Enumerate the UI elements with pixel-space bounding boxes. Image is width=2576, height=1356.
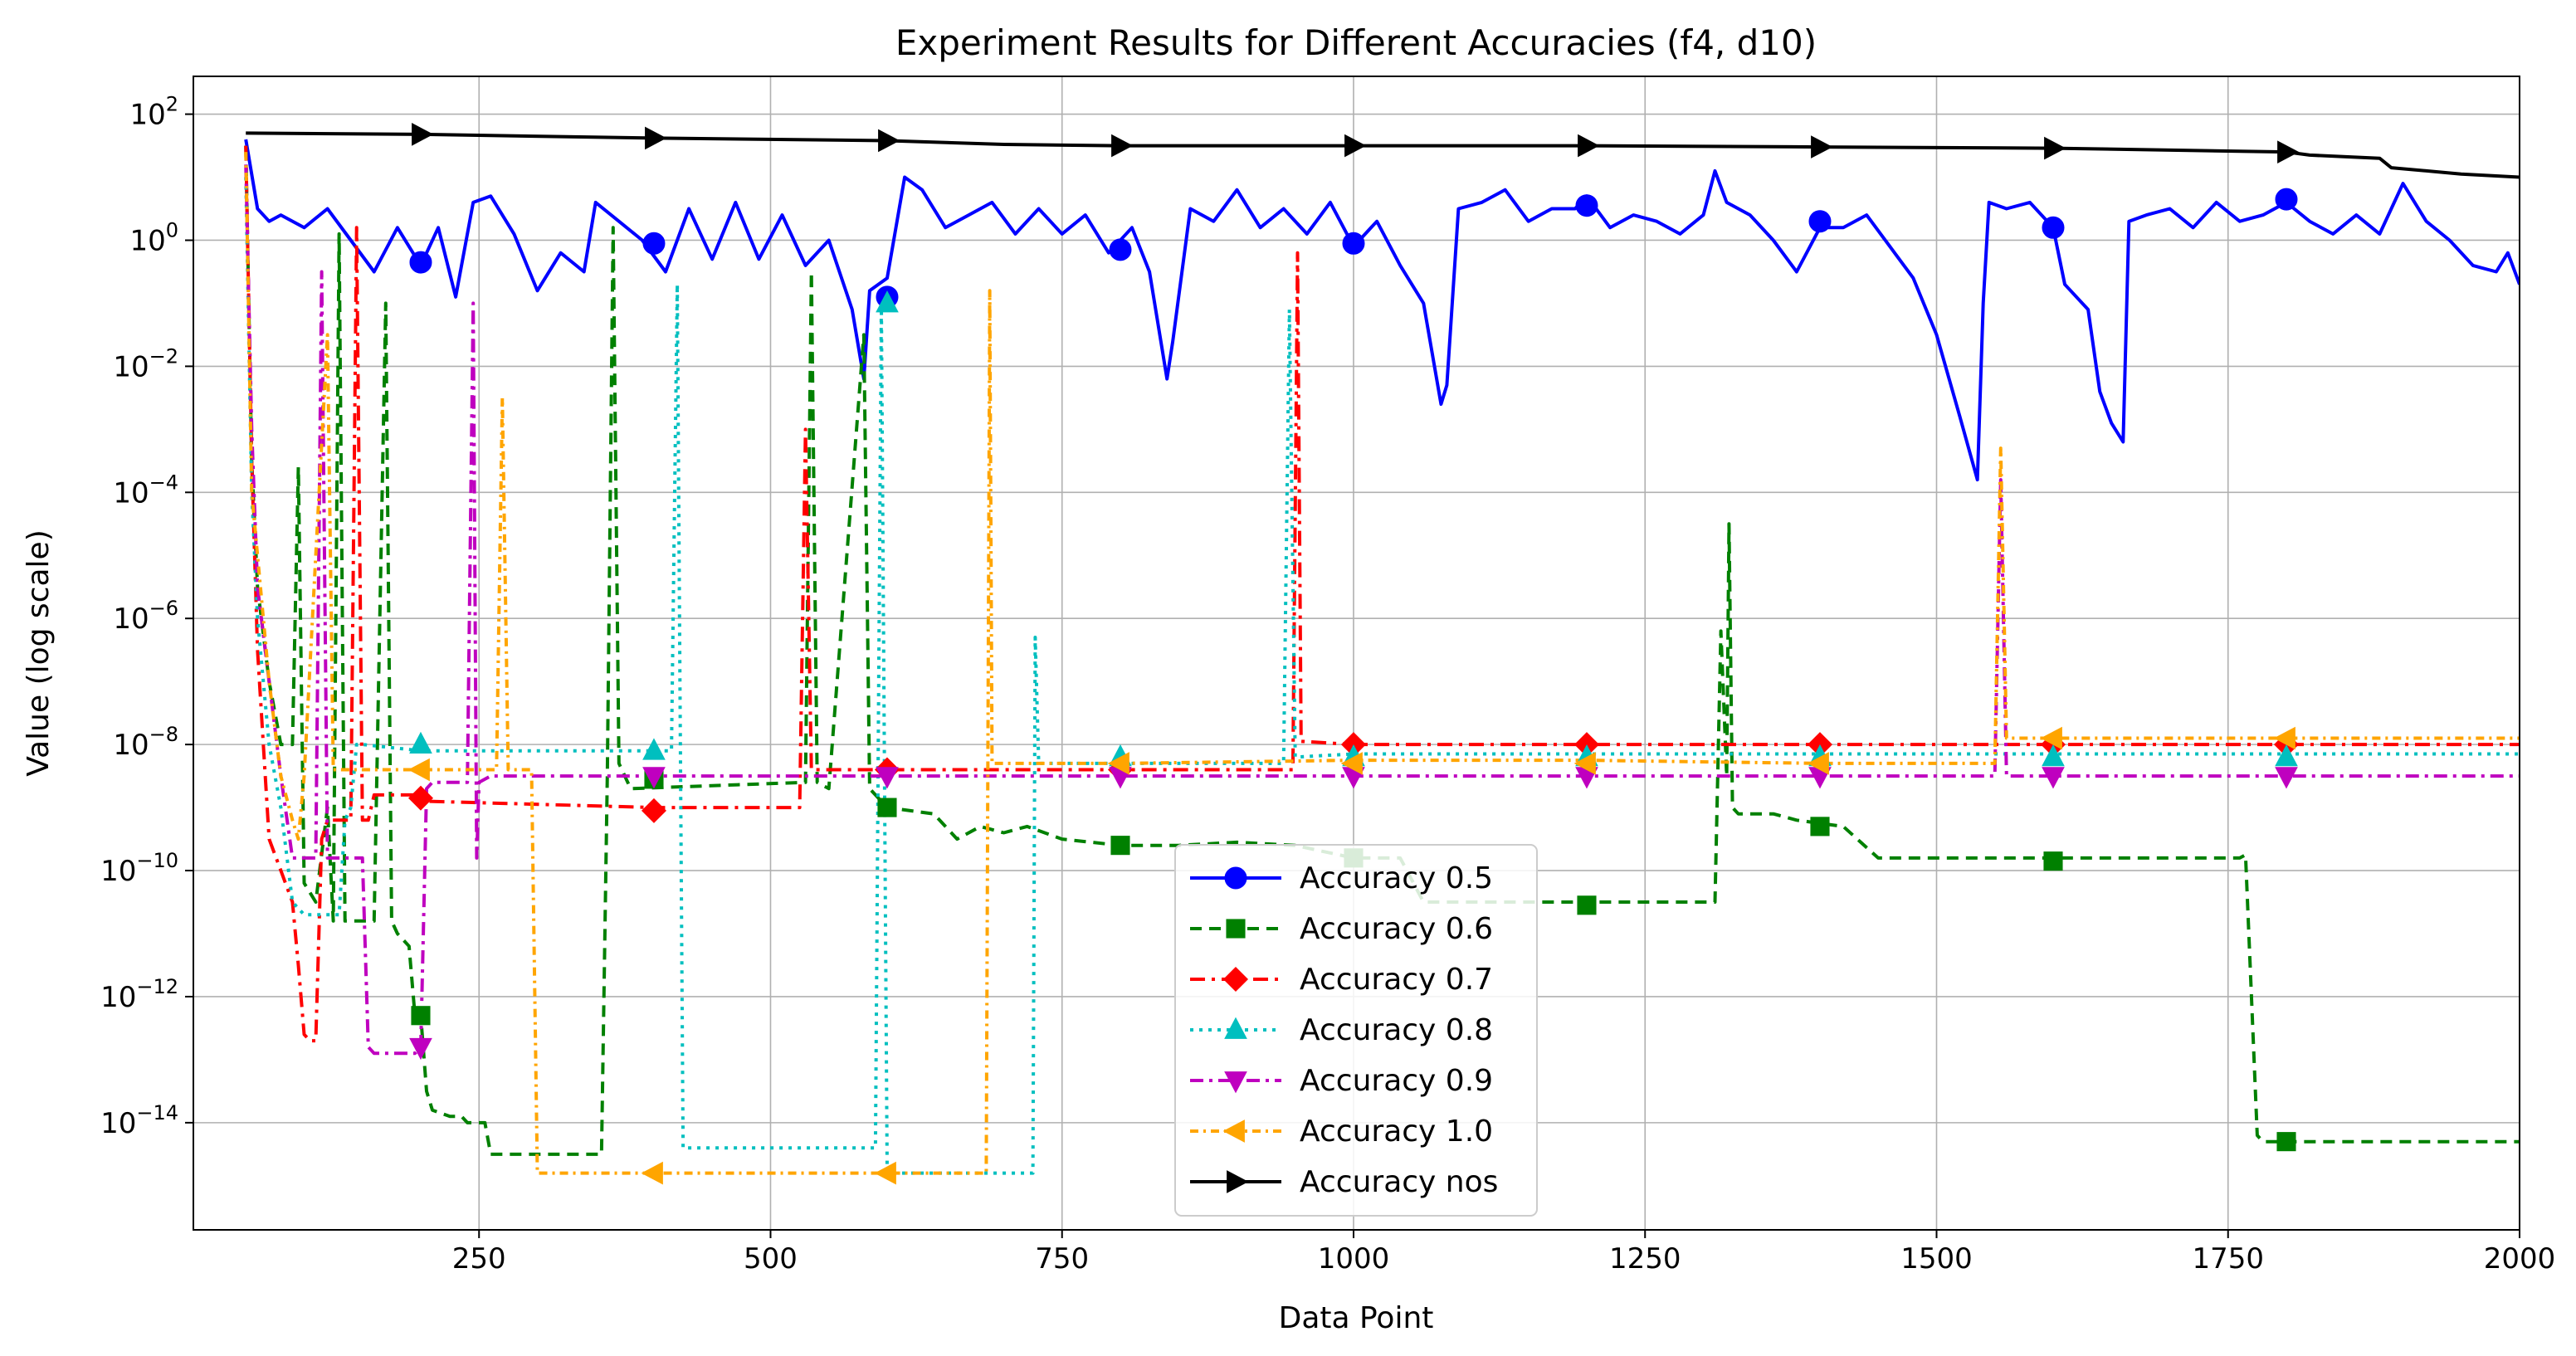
series-marker-6	[2277, 140, 2300, 163]
legend-marker-2	[1222, 966, 1249, 993]
y-tick-label: 102	[129, 93, 178, 132]
series-marker-5	[874, 1161, 896, 1185]
series-marker-5	[2273, 726, 2295, 750]
series-marker-5	[2040, 726, 2062, 750]
series-marker-0	[642, 232, 666, 255]
y-tick-label: 10−12	[100, 975, 178, 1014]
series-marker-1	[1810, 817, 1830, 837]
y-tick-label: 10−6	[113, 597, 178, 636]
marker-layer	[407, 123, 2300, 1185]
series-marker-2	[407, 785, 433, 811]
series-marker-4	[2042, 767, 2065, 789]
series-marker-0	[1109, 238, 1132, 261]
series-marker-0	[2275, 188, 2298, 211]
legend-box	[1174, 844, 1538, 1217]
series-marker-0	[1808, 210, 1832, 233]
legend-marker-0	[1224, 866, 1247, 890]
x-axis-label: Data Point	[1279, 1301, 1434, 1335]
tick-layer: 250 500 750 1000 1250 1500 1750 2000 102 100 10−2 1…	[100, 93, 2555, 1276]
legend-label-1: Accuracy 0.6	[1300, 912, 1493, 946]
x-tick-label: 250	[452, 1242, 506, 1276]
series-marker-1	[411, 1006, 431, 1026]
x-tick-label: 2000	[2484, 1242, 2556, 1276]
series-marker-4	[2275, 767, 2298, 789]
legend-label-4: Accuracy 0.9	[1300, 1064, 1493, 1098]
plot-frame	[193, 76, 2520, 1231]
legend-marker-1	[1226, 919, 1246, 939]
series-marker-3	[409, 731, 432, 754]
series-line-0	[244, 139, 2520, 482]
series-marker-6	[412, 123, 434, 146]
series-marker-4	[409, 1037, 432, 1061]
y-tick-label: 100	[129, 218, 178, 257]
series-marker-0	[409, 251, 432, 274]
series-marker-3	[2275, 744, 2298, 767]
y-tick-label: 10−10	[100, 849, 178, 888]
series-marker-6	[1578, 134, 1600, 158]
series-marker-2	[641, 798, 666, 823]
series-marker-4	[876, 767, 899, 789]
series-marker-0	[2042, 216, 2065, 239]
x-tick-label: 1500	[1900, 1242, 1973, 1276]
series-marker-3	[642, 738, 666, 760]
legend-marker-3	[1224, 1017, 1247, 1039]
series-line-4	[244, 164, 2520, 1056]
series-marker-1	[2276, 1132, 2296, 1152]
series-marker-6	[1111, 134, 1134, 158]
y-tick-label: 10−4	[113, 471, 178, 510]
series-marker-5	[1340, 752, 1363, 775]
y-tick-label: 10−2	[113, 344, 178, 383]
series-marker-6	[2044, 136, 2066, 160]
series-line-5	[244, 152, 2520, 1175]
legend-label-0: Accuracy 0.5	[1300, 861, 1493, 895]
legend-label-6: Accuracy nos	[1300, 1165, 1498, 1199]
legend-label-2: Accuracy 0.7	[1300, 963, 1493, 997]
series-marker-5	[407, 758, 430, 782]
legend-label-5: Accuracy 1.0	[1300, 1115, 1493, 1149]
y-axis-label: Value (log scale)	[22, 529, 56, 776]
series-line-2	[244, 145, 2520, 1043]
series-marker-0	[1575, 194, 1598, 217]
series-marker-6	[1811, 135, 1833, 159]
series-marker-4	[642, 767, 666, 789]
series-marker-1	[877, 798, 897, 817]
x-tick-label: 1250	[1609, 1242, 1681, 1276]
legend-label-3: Accuracy 0.8	[1300, 1013, 1493, 1047]
y-tick-label: 10−8	[113, 723, 178, 762]
series-marker-0	[1342, 232, 1365, 255]
legend-marker-6	[1227, 1170, 1249, 1193]
x-tick-label: 1000	[1318, 1242, 1390, 1276]
series-marker-3	[2042, 744, 2065, 767]
chart-title: Experiment Results for Different Accurac…	[895, 22, 1817, 63]
x-tick-label: 1750	[2192, 1242, 2264, 1276]
x-tick-label: 750	[1035, 1242, 1089, 1276]
series-line-1	[244, 145, 2520, 1156]
series-marker-6	[878, 129, 900, 153]
series-marker-1	[1577, 895, 1597, 915]
series-marker-5	[641, 1161, 663, 1185]
series-marker-6	[1344, 134, 1367, 158]
legend: Accuracy 0.5 Accuracy 0.6 Accuracy 0.7 Accu…	[1174, 844, 1538, 1217]
series-marker-3	[876, 290, 899, 313]
series-marker-5	[1573, 752, 1596, 775]
series-marker-5	[1107, 752, 1129, 775]
series-marker-1	[2043, 851, 2063, 871]
x-tick-label: 500	[744, 1242, 798, 1276]
series-marker-5	[1807, 752, 1829, 775]
legend-marker-4	[1224, 1071, 1247, 1094]
series-marker-6	[645, 126, 667, 150]
y-tick-label: 10−14	[100, 1101, 178, 1140]
series-marker-1	[1110, 836, 1130, 856]
legend-marker-5	[1222, 1119, 1245, 1143]
